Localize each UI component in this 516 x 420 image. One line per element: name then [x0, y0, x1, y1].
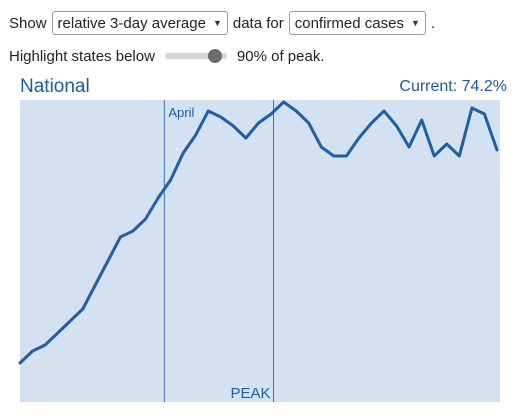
series-line: [18, 100, 499, 365]
threshold-slider[interactable]: [164, 49, 227, 63]
sentence-period: .: [430, 14, 436, 32]
show-label: Show: [9, 14, 47, 32]
current-value-label: Current: 74.2%: [399, 78, 507, 95]
slider-track: [164, 53, 227, 59]
controls-row-metric: Show relative 3-day average ▼ data for c…: [9, 10, 435, 36]
chevron-down-icon: ▼: [410, 18, 420, 28]
marker-label-peak: PEAK: [231, 385, 271, 402]
data-for-label: data for: [232, 14, 284, 32]
type-select[interactable]: confirmed cases ▼: [288, 11, 426, 35]
threshold-text: 90% of peak.: [236, 47, 325, 65]
type-select-value: confirmed cases: [294, 14, 404, 32]
highlight-label: Highlight states below: [9, 47, 155, 65]
marker-label-april: April: [168, 105, 194, 120]
chevron-down-icon: ▼: [212, 18, 222, 28]
plot-background: [20, 100, 500, 402]
controls-row-highlight: Highlight states below 90% of peak.: [9, 44, 324, 68]
chart-title: National: [20, 76, 90, 97]
metric-select-value: relative 3-day average: [57, 14, 206, 32]
metric-select[interactable]: relative 3-day average ▼: [51, 11, 228, 35]
slider-thumb[interactable]: [208, 49, 223, 63]
